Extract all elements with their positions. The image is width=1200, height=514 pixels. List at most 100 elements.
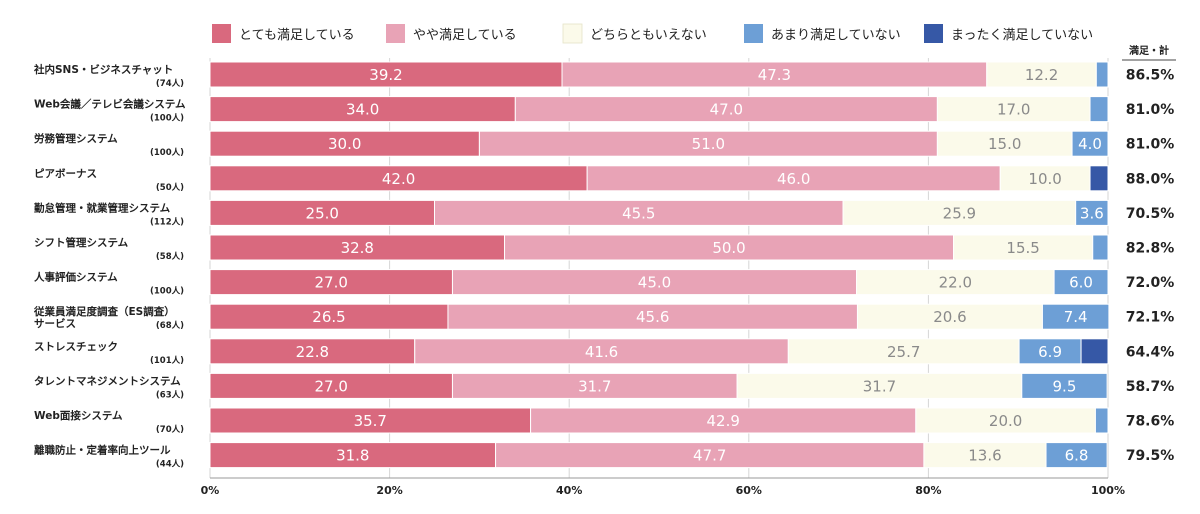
bar-segment: [1094, 407, 1109, 434]
bar-value-label: 6.9: [1038, 343, 1062, 361]
bar-segment: [923, 442, 1047, 469]
bar-segment: [1053, 269, 1109, 296]
bar-value-label: 22.0: [939, 274, 972, 292]
bar-value-label: 13.6: [968, 447, 1001, 465]
row-count: (63人): [156, 389, 184, 400]
bar-segment: [209, 442, 497, 469]
bar-value-label: 25.0: [306, 204, 339, 222]
x-tick-label: 80%: [915, 484, 941, 497]
row-label: 社内SNS・ビジネスチャット: [33, 63, 173, 76]
bar-value-label: 51.0: [692, 135, 725, 153]
bar-segment: [504, 234, 955, 261]
bar-value-label: 17.0: [997, 101, 1030, 119]
row-count: (70人): [156, 424, 184, 435]
row-label: Web面接システム: [34, 409, 123, 422]
row-count: (44人): [156, 459, 184, 470]
row-label: ストレスチェック: [34, 341, 118, 353]
bar-segment: [209, 165, 588, 192]
row-label: 労務管理システム: [34, 132, 118, 145]
bar-value-label: 27.0: [315, 377, 348, 395]
bar-value-label: 50.0: [712, 239, 745, 257]
bar-segment: [1071, 130, 1109, 157]
bar-segment: [1018, 338, 1082, 365]
bar-value-label: 31.7: [578, 377, 611, 395]
bar-segment: [856, 269, 1055, 296]
bar-segment: [447, 303, 858, 330]
bar-segment: [1021, 372, 1108, 399]
bar-segment: [209, 372, 453, 399]
bar-value-label: 22.8: [296, 343, 329, 361]
row-label: 離職防止・定着率向上ツール: [34, 444, 171, 457]
bar-value-label: 25.7: [887, 343, 920, 361]
bar-segment: [736, 372, 1023, 399]
bar-value-label: 26.5: [312, 308, 345, 326]
bar-segment: [209, 338, 416, 365]
legend-label: あまり満足していない: [771, 28, 901, 43]
bar-value-label: 6.0: [1069, 274, 1093, 292]
row-total: 82.8%: [1126, 241, 1175, 257]
bar-segment: [478, 130, 938, 157]
row-label: ピアボーナス: [34, 167, 97, 180]
bar-segment: [1045, 442, 1108, 469]
bar-value-label: 35.7: [354, 412, 387, 430]
bar-segment: [209, 199, 435, 226]
legend-swatch: [386, 24, 405, 43]
bar-segment: [561, 61, 988, 88]
row-total: 88.0%: [1126, 171, 1175, 187]
bar-segment: [530, 407, 917, 434]
bar-value-label: 42.0: [382, 170, 415, 188]
bar-segment: [1041, 303, 1110, 330]
row-label: タレントマネジメントシステム: [34, 375, 181, 387]
legend-label: まったく満足していない: [951, 28, 1093, 43]
bar-value-label: 4.0: [1078, 135, 1102, 153]
legend-label: どちらともいえない: [590, 28, 707, 43]
bar-value-label: 9.5: [1053, 377, 1077, 395]
row-total: 78.6%: [1126, 414, 1175, 430]
row-label: 人事評価システム: [34, 271, 118, 284]
bar-segment: [1095, 61, 1109, 88]
bar-segment: [953, 234, 1094, 261]
bar-value-label: 39.2: [369, 66, 402, 84]
bar-value-label: 41.6: [585, 343, 618, 361]
bar-segment: [1089, 165, 1109, 192]
row-total: 81.0%: [1126, 137, 1175, 153]
row-total: 58.7%: [1126, 379, 1175, 395]
bar-segment: [1080, 338, 1109, 365]
bar-value-label: 45.5: [622, 204, 655, 222]
bar-value-label: 20.0: [989, 412, 1022, 430]
bar-value-label: 45.6: [636, 308, 669, 326]
bar-segment: [209, 61, 563, 88]
bar-value-label: 20.6: [933, 308, 966, 326]
legend-swatch: [744, 24, 763, 43]
row-label: シフト管理システム: [34, 236, 129, 249]
row-label: Web会議／テレビ会議システム: [34, 98, 186, 111]
row-count: (100人): [150, 147, 184, 158]
bar-value-label: 47.0: [710, 101, 743, 119]
bar-segment: [495, 442, 925, 469]
bar-segment: [209, 407, 532, 434]
legend-swatch: [562, 23, 583, 44]
bar-value-label: 42.9: [707, 412, 740, 430]
bar-segment: [434, 199, 844, 226]
x-tick-label: 100%: [1091, 484, 1125, 497]
bar-segment: [936, 96, 1091, 123]
bar-segment: [414, 338, 789, 365]
bar-segment: [586, 165, 1001, 192]
bar-segment: [936, 130, 1073, 157]
row-total: 86.5%: [1126, 68, 1175, 84]
bar-segment: [915, 407, 1096, 434]
bar-value-label: 47.7: [693, 447, 726, 465]
bar-value-label: 31.8: [336, 447, 369, 465]
bar-segment: [842, 199, 1077, 226]
x-tick-label: 20%: [376, 484, 402, 497]
row-total: 64.4%: [1126, 344, 1175, 360]
bar-value-label: 3.6: [1080, 204, 1104, 222]
bar-value-label: 30.0: [328, 135, 361, 153]
bar-value-label: 46.0: [777, 170, 810, 188]
bar-segment: [787, 338, 1020, 365]
row-count: (68人): [156, 320, 184, 331]
row-label: サービス: [34, 317, 76, 330]
bar-value-label: 25.9: [943, 204, 976, 222]
row-count: (58人): [156, 251, 184, 262]
